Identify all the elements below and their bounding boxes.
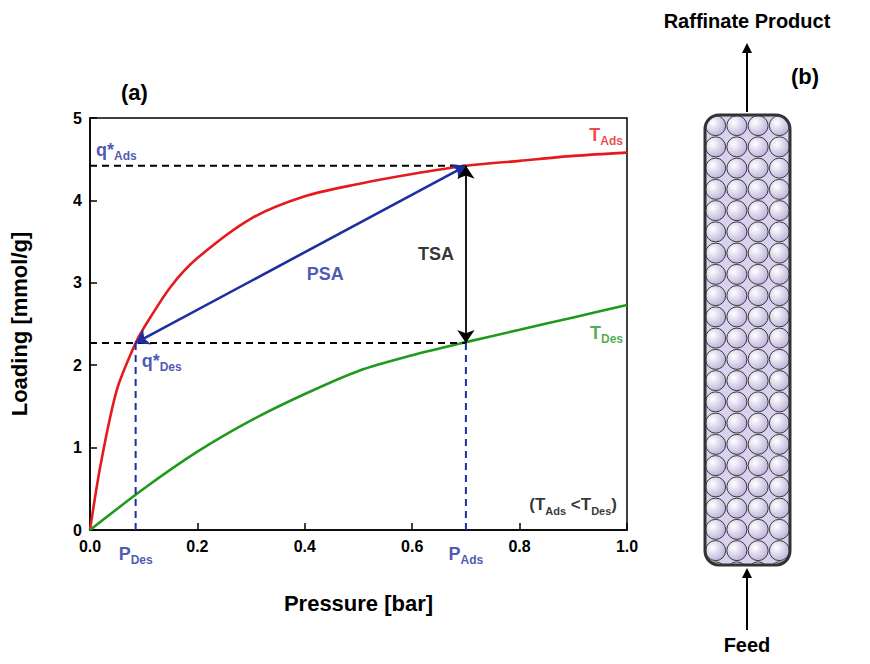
svg-text:3: 3 [73, 274, 82, 291]
svg-text:P: P [119, 544, 131, 564]
svg-text:(b): (b) [791, 64, 819, 89]
svg-text:Ads: Ads [600, 134, 623, 148]
svg-text:Des: Des [591, 505, 611, 517]
svg-text:5: 5 [73, 110, 82, 127]
svg-text:Ads: Ads [114, 149, 137, 163]
svg-text:T: T [590, 323, 601, 343]
svg-text:Raffinate Product: Raffinate Product [664, 10, 831, 32]
svg-text:0.4: 0.4 [294, 538, 316, 555]
svg-text:TSA: TSA [418, 244, 454, 264]
svg-text:0.0: 0.0 [79, 538, 101, 555]
svg-text:Des: Des [160, 360, 182, 374]
svg-text:q*: q* [96, 140, 114, 160]
svg-text:Loading [mmol/g]: Loading [mmol/g] [7, 232, 32, 417]
svg-text:(a): (a) [121, 80, 148, 105]
svg-text:0.8: 0.8 [508, 538, 530, 555]
svg-text:q*: q* [142, 351, 160, 371]
svg-text:PSA: PSA [307, 264, 344, 284]
svg-text:2: 2 [73, 357, 82, 374]
svg-text:P: P [449, 544, 461, 564]
svg-text:4: 4 [73, 192, 82, 209]
svg-text:0.6: 0.6 [401, 538, 423, 555]
svg-text:Ads: Ads [461, 553, 484, 567]
svg-text:): ) [611, 495, 617, 514]
svg-text:0.2: 0.2 [186, 538, 208, 555]
svg-text:Ads: Ads [545, 505, 566, 517]
svg-text:T: T [589, 125, 600, 145]
svg-text:Des: Des [601, 332, 623, 346]
svg-text:0: 0 [73, 522, 82, 539]
svg-text:(T: (T [529, 495, 546, 514]
svg-text:1: 1 [73, 439, 82, 456]
svg-text:<T: <T [566, 495, 592, 514]
svg-text:Des: Des [131, 553, 153, 567]
svg-text:Pressure [bar]: Pressure [bar] [284, 591, 433, 616]
svg-text:Feed: Feed [724, 634, 771, 656]
svg-text:1.0: 1.0 [616, 538, 638, 555]
